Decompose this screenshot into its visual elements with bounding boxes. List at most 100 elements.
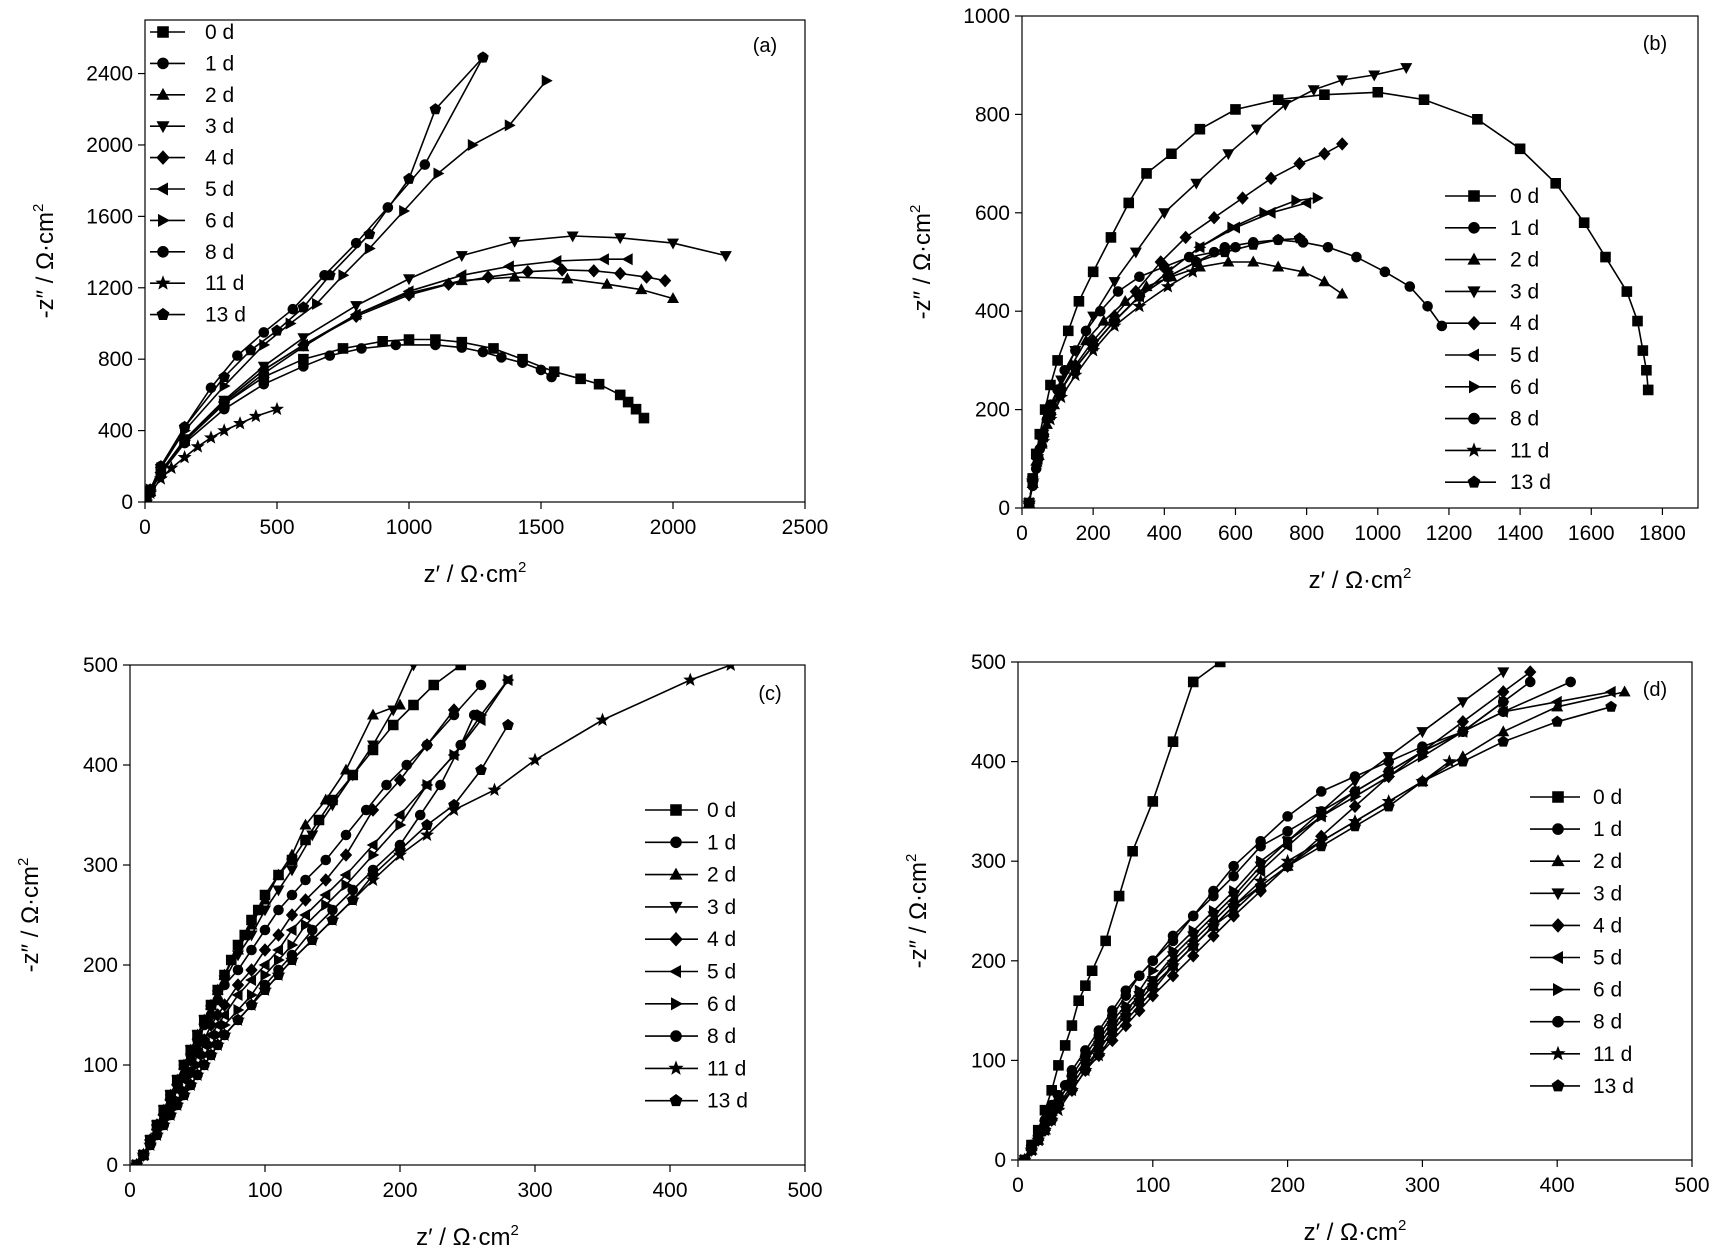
legend-marker bbox=[156, 87, 170, 100]
legend-label: 11 d bbox=[707, 1057, 746, 1080]
legend-marker bbox=[1551, 1079, 1565, 1092]
legend-entry: 13 d bbox=[645, 1090, 748, 1113]
legend-label: 0 d bbox=[1593, 786, 1622, 809]
y-tick-label: 300 bbox=[83, 854, 118, 877]
data-point bbox=[1497, 706, 1509, 718]
data-point bbox=[338, 269, 350, 282]
data-point bbox=[1059, 1040, 1071, 1051]
data-point bbox=[1351, 251, 1362, 263]
data-point bbox=[1055, 383, 1067, 395]
data-point bbox=[1250, 124, 1263, 136]
data-point bbox=[1498, 695, 1510, 708]
data-point bbox=[1254, 879, 1267, 892]
data-point bbox=[1242, 637, 1252, 647]
data-point bbox=[272, 943, 284, 957]
y-tick-label: 800 bbox=[98, 348, 133, 371]
data-point bbox=[204, 1018, 218, 1032]
data-point bbox=[393, 808, 405, 822]
data-point bbox=[1208, 885, 1219, 897]
legend-label: 4 d bbox=[1593, 914, 1622, 937]
series-3d bbox=[1023, 63, 1413, 508]
data-point bbox=[204, 430, 218, 444]
series-line bbox=[145, 258, 629, 502]
legend-marker bbox=[669, 1094, 683, 1107]
data-point bbox=[1080, 980, 1091, 991]
data-point bbox=[504, 119, 516, 132]
data-point bbox=[600, 277, 614, 289]
legend-marker bbox=[156, 307, 170, 321]
data-point bbox=[1154, 255, 1167, 269]
y-tick-label: 200 bbox=[975, 399, 1010, 422]
data-point bbox=[483, 630, 493, 640]
data-point bbox=[546, 371, 557, 383]
data-point bbox=[1472, 114, 1483, 125]
legend-label: 3 d bbox=[707, 896, 736, 919]
data-point bbox=[1018, 1153, 1031, 1160]
data-point bbox=[395, 818, 407, 832]
data-point bbox=[1316, 810, 1328, 823]
legend-marker bbox=[157, 26, 169, 38]
data-point bbox=[719, 251, 732, 263]
legend-marker bbox=[1467, 315, 1481, 331]
data-point bbox=[297, 338, 308, 351]
legend-label: 4 d bbox=[1510, 312, 1539, 335]
x-tick-label: 1000 bbox=[386, 516, 433, 539]
data-point bbox=[1551, 715, 1564, 727]
y-tick-label: 400 bbox=[83, 754, 118, 777]
legend-label: 2 d bbox=[707, 864, 736, 887]
data-point bbox=[177, 1060, 191, 1072]
data-point bbox=[1372, 86, 1384, 98]
legend-marker bbox=[671, 997, 683, 1011]
legend-entry: 5 d bbox=[1530, 947, 1622, 970]
data-point bbox=[319, 888, 331, 902]
legend-entry: 2 d bbox=[1445, 249, 1539, 272]
data-point bbox=[349, 308, 361, 321]
data-point bbox=[1310, 597, 1320, 607]
y-tick-label: 1200 bbox=[86, 277, 133, 300]
data-point bbox=[1120, 990, 1132, 1001]
data-point bbox=[1032, 1133, 1045, 1146]
data-point bbox=[387, 705, 400, 717]
data-point bbox=[339, 868, 351, 882]
data-point bbox=[1146, 979, 1159, 991]
data-point bbox=[1417, 750, 1429, 763]
data-point bbox=[428, 679, 440, 691]
data-point bbox=[496, 352, 507, 363]
plot-frame bbox=[1017, 661, 1693, 1161]
legend-entry: 8 d bbox=[645, 1025, 736, 1048]
x-tick-label: 500 bbox=[787, 1179, 822, 1202]
data-point bbox=[217, 423, 232, 437]
data-point bbox=[455, 269, 467, 282]
plot-frame bbox=[144, 19, 806, 503]
data-point bbox=[155, 460, 167, 472]
data-point bbox=[258, 327, 270, 338]
y-tick-label: 200 bbox=[971, 950, 1006, 973]
legend-marker bbox=[1467, 286, 1481, 299]
data-point bbox=[206, 1038, 218, 1052]
data-point bbox=[321, 898, 333, 912]
legend-marker bbox=[1467, 252, 1481, 265]
y-tick-label: 2400 bbox=[86, 63, 133, 86]
data-point bbox=[1254, 865, 1266, 878]
data-point bbox=[377, 336, 388, 347]
data-point bbox=[1134, 970, 1145, 982]
series-8d bbox=[1019, 676, 1576, 1160]
y-axis-label: -z″ / Ω·cm2 bbox=[907, 205, 936, 320]
series-1d bbox=[1019, 676, 1536, 1160]
series-6d bbox=[132, 673, 515, 1165]
data-point bbox=[1550, 177, 1561, 189]
data-point bbox=[1604, 685, 1616, 698]
data-point bbox=[1087, 339, 1099, 351]
legend-marker bbox=[1551, 854, 1565, 867]
data-point bbox=[364, 242, 376, 255]
data-point bbox=[198, 1015, 211, 1027]
series-13d bbox=[1023, 232, 1306, 508]
x-axis-label: z′ / Ω·cm2 bbox=[416, 1222, 519, 1251]
legend-marker bbox=[1466, 442, 1482, 457]
legend-entry: 2 d bbox=[645, 864, 736, 887]
data-point bbox=[245, 918, 258, 930]
data-point bbox=[1062, 325, 1074, 337]
data-point bbox=[503, 673, 515, 687]
legend-marker bbox=[156, 150, 170, 165]
data-point bbox=[1207, 929, 1220, 943]
